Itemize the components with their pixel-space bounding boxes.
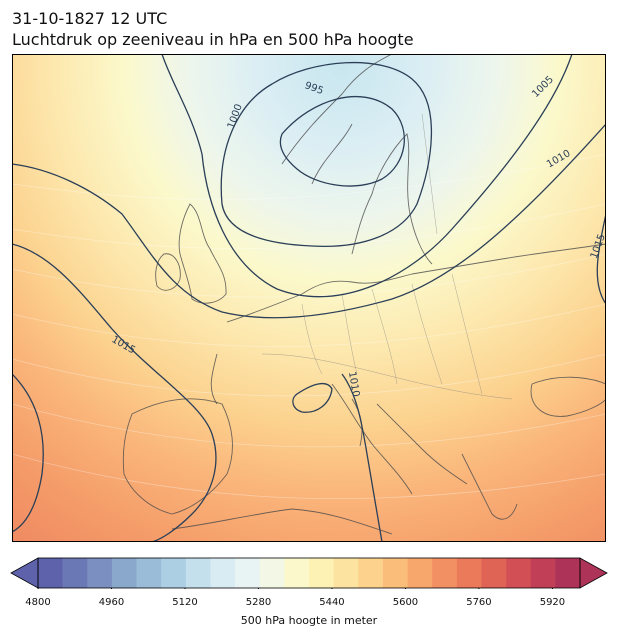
greece-outline: [461, 453, 518, 520]
france-west-coast: [210, 353, 218, 405]
ireland-outline: [155, 253, 181, 291]
height-field: [12, 54, 606, 542]
isobar-1010-main: [12, 123, 606, 319]
weather-map: 995 1000 1005 1010 1010 1015 1015: [12, 54, 606, 542]
colorbar-segment: [382, 558, 408, 588]
colorbar-tick-label: 5600: [392, 597, 419, 608]
height-contours: [12, 153, 606, 500]
colorbar-segment: [210, 558, 236, 588]
isobar-1005: [161, 54, 573, 298]
colorbar-segment: [407, 558, 433, 588]
colorbar-segment: [284, 558, 310, 588]
colorbar-segment: [456, 558, 482, 588]
adriatic-coast: [376, 403, 468, 485]
colorbar-tick-label: 5280: [245, 597, 272, 608]
colorbar-segment: [555, 558, 581, 588]
isobar-1015-east: [596, 213, 606, 305]
colorbar-segment: [87, 558, 113, 588]
colorbar-segment: [481, 558, 507, 588]
map-frame: [12, 54, 606, 542]
colorbar-segment: [358, 558, 384, 588]
colorbar-segment: [136, 558, 162, 588]
iberia-outline: [122, 398, 233, 515]
colorbar-segment: [259, 558, 285, 588]
colorbar-segment: [111, 558, 137, 588]
colorbar-segment: [432, 558, 458, 588]
colorbar-segment: [161, 558, 187, 588]
isobar-1000: [220, 61, 433, 248]
colorbar-tick-label: 5760: [466, 597, 492, 608]
colorbar-segment: [38, 558, 63, 588]
colorbar-frame: [37, 557, 581, 589]
colorbar-segment: [309, 558, 334, 588]
map-title-date: 31-10-1827 12 UTC: [12, 9, 168, 28]
colorbar-segment: [62, 558, 88, 588]
colorbar-label: 500 hPa hoogte in meter: [240, 614, 378, 627]
colorbar-segment: [333, 558, 359, 588]
isobar-small-low: [292, 382, 333, 413]
isobars: [12, 54, 606, 542]
colorbar-segment: [235, 558, 261, 588]
north-africa-coast: [171, 508, 393, 535]
isobar-995: [279, 95, 405, 187]
continent-north-coast: [226, 243, 606, 323]
map-title-description: Luchtdruk op zeeniveau in hPa en 500 hPa…: [12, 30, 414, 49]
colorbar-tick-label: 4960: [98, 597, 125, 608]
colorbar-segment: [185, 558, 211, 588]
colorbar-min-extend: [10, 557, 39, 589]
colorbar-tick-label: 5440: [319, 597, 345, 608]
colorbar-segment: [506, 558, 532, 588]
isobar-1015: [12, 243, 217, 542]
colorbar-tick-label: 5920: [539, 597, 566, 608]
colorbar-tick-label: 4800: [25, 597, 51, 608]
country-borders: [261, 113, 513, 400]
black-sea-outline: [530, 376, 606, 417]
colorbar-tick-label: 5120: [172, 597, 198, 608]
colorbar-max-extend: [579, 557, 608, 589]
colorbar-segment: [530, 558, 556, 588]
isobar-label-1010-italy: 1010: [346, 371, 361, 398]
british-isles-outline: [178, 203, 227, 304]
isobar-1010-west: [12, 373, 44, 533]
isobar-1010-italy: [341, 373, 383, 542]
colorbar: [10, 557, 608, 589]
